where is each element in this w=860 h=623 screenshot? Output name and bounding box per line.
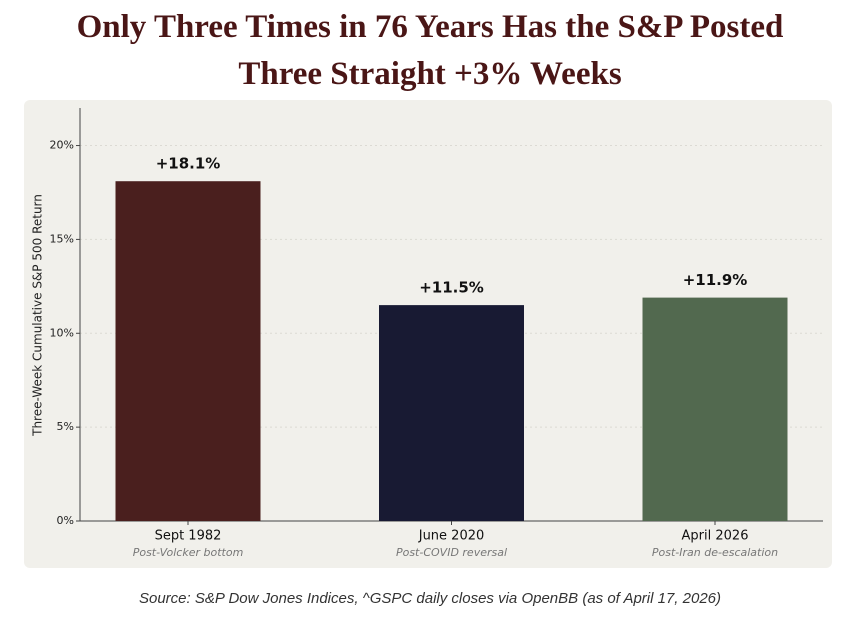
y-tick-label: 15% [50,232,74,245]
y-tick-label: 10% [50,326,74,339]
y-tick-label: 0% [57,514,74,527]
x-tick-sublabel: Post-Iran de-escalation [652,546,778,559]
x-tick-label: Sept 1982 [155,529,222,544]
y-tick-label: 20% [50,139,74,152]
x-tick-label: April 2026 [682,529,749,544]
chart-title: Only Three Times in 76 Years Has the S&P… [76,9,784,92]
y-axis-label: Three-Week Cumulative S&P 500 Return [31,194,45,437]
value-label: +11.5% [419,279,484,297]
y-tick-label: 5% [57,420,74,433]
value-label: +18.1% [156,155,221,173]
bar [642,297,788,521]
x-tick-sublabel: Post-COVID reversal [396,546,507,559]
bar [115,181,261,522]
source-note: Source: S&P Dow Jones Indices, ^GSPC dai… [138,590,722,607]
x-tick-label: June 2020 [418,529,485,544]
x-tick-sublabel: Post-Volcker bottom [133,546,244,559]
bar [379,305,524,521]
value-label: +11.9% [683,271,748,289]
